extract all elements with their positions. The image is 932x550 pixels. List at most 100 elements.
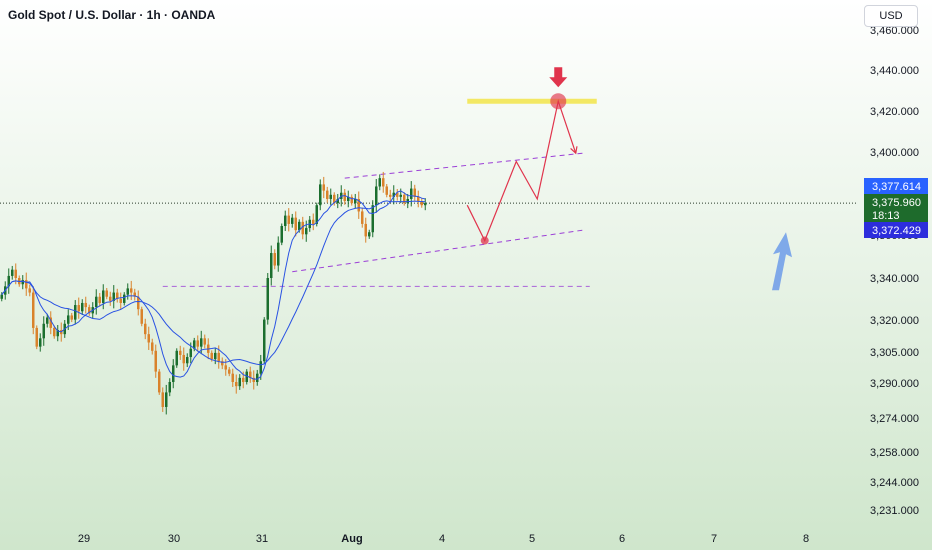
- candle: [420, 201, 423, 206]
- candle: [294, 217, 297, 231]
- candle: [238, 377, 241, 387]
- candle: [249, 371, 252, 378]
- bullish-arrow-icon: [772, 232, 792, 291]
- time-tick-label: 6: [619, 533, 625, 545]
- price-tag-high: [864, 178, 928, 194]
- candle: [242, 377, 245, 382]
- candle: [56, 330, 59, 337]
- candle: [343, 192, 346, 202]
- candle: [228, 369, 231, 374]
- candle: [116, 292, 119, 299]
- candle: [49, 317, 52, 328]
- candle: [326, 190, 329, 199]
- candle: [105, 290, 108, 297]
- candle: [399, 194, 402, 197]
- candle: [287, 215, 290, 224]
- time-tick-label: Aug: [341, 533, 362, 545]
- candle: [347, 196, 350, 202]
- moving-average-line: [1, 200, 426, 366]
- candle: [403, 194, 406, 204]
- candle: [315, 205, 318, 224]
- chart-title: Gold Spot / U.S. Dollar · 1h · OANDA: [8, 8, 216, 22]
- price-tick-label: 3,244.000: [870, 477, 919, 489]
- candle: [221, 361, 224, 366]
- candle: [67, 315, 70, 324]
- price-tick-label: 3,290.000: [870, 378, 919, 390]
- candle: [74, 305, 77, 320]
- candle: [312, 219, 315, 224]
- candle: [25, 280, 28, 289]
- candle: [322, 184, 325, 191]
- resistance-marker: [550, 93, 567, 110]
- candle: [291, 217, 294, 224]
- candle: [84, 302, 87, 308]
- candle: [301, 221, 304, 235]
- price-tick-label: 3,258.000: [870, 447, 919, 459]
- candle: [371, 205, 374, 233]
- candle: [333, 194, 336, 204]
- candle: [392, 192, 395, 197]
- candle: [252, 377, 255, 382]
- candle: [368, 232, 371, 237]
- candle: [424, 203, 427, 206]
- candle: [154, 350, 157, 372]
- candle: [263, 319, 266, 362]
- candle: [182, 354, 185, 364]
- drawings[interactable]: [466, 67, 792, 291]
- price-tick-label: 3,340.000: [870, 273, 919, 285]
- currency-button[interactable]: USD: [864, 5, 918, 27]
- candle: [354, 198, 357, 204]
- candle: [266, 278, 269, 320]
- levels: [0, 98, 858, 287]
- price-tick-label: 3,420.000: [870, 106, 919, 118]
- candle: [406, 198, 409, 204]
- candle: [140, 309, 143, 324]
- time-tick-label: 29: [78, 533, 90, 545]
- candle: [151, 342, 154, 351]
- candle: [193, 340, 196, 349]
- candle: [364, 223, 367, 237]
- time-tick-label: 7: [711, 533, 717, 545]
- candle: [298, 221, 301, 231]
- candle: [375, 186, 378, 206]
- candle: [168, 382, 171, 393]
- time-tick-label: 8: [803, 533, 809, 545]
- candle: [417, 196, 420, 202]
- candles[interactable]: [0, 171, 427, 415]
- candle: [231, 373, 234, 382]
- time-tick-label: 5: [529, 533, 535, 545]
- candle: [172, 365, 175, 382]
- candle: [336, 198, 339, 204]
- candle: [280, 226, 283, 243]
- candle: [224, 365, 227, 370]
- projection-path: [466, 98, 577, 243]
- candle: [77, 305, 80, 312]
- candle: [0, 294, 3, 299]
- candle: [158, 371, 161, 393]
- candle: [28, 288, 31, 293]
- candle: [147, 334, 150, 343]
- candle: [189, 348, 192, 358]
- candle: [284, 215, 287, 226]
- support-marker: [480, 236, 489, 245]
- candle: [200, 338, 203, 347]
- candle: [382, 178, 385, 187]
- candle: [179, 350, 182, 355]
- candle: [357, 198, 360, 212]
- candle: [270, 253, 273, 278]
- candle: [305, 228, 308, 235]
- candle: [109, 296, 112, 301]
- candle: [35, 327, 38, 347]
- candle: [7, 275, 10, 287]
- candle: [277, 242, 280, 266]
- time-tick-label: 4: [439, 533, 445, 545]
- price-tick-label: 3,274.000: [870, 413, 919, 425]
- time-axis[interactable]: 29 30 31 Aug 4 5 6 7 8: [78, 533, 809, 545]
- candle: [95, 296, 98, 308]
- channel-upper-line: [344, 152, 583, 179]
- bearish-arrow-icon: [549, 67, 568, 88]
- price-axis[interactable]: 3,460.0003,440.0003,420.0003,400.0003,38…: [870, 25, 919, 517]
